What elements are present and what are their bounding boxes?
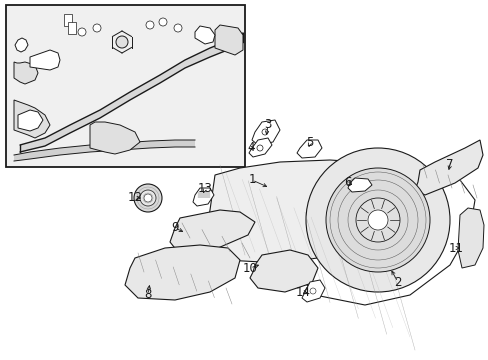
Circle shape bbox=[159, 18, 167, 26]
Text: 2: 2 bbox=[393, 275, 401, 288]
Polygon shape bbox=[414, 140, 482, 195]
Text: 6: 6 bbox=[344, 176, 351, 189]
Text: 13: 13 bbox=[197, 183, 212, 195]
Text: 1: 1 bbox=[248, 174, 255, 186]
Polygon shape bbox=[248, 138, 271, 157]
Text: 12: 12 bbox=[127, 192, 142, 204]
Polygon shape bbox=[15, 38, 28, 52]
Text: 4: 4 bbox=[247, 141, 254, 154]
Circle shape bbox=[309, 288, 315, 294]
Polygon shape bbox=[215, 25, 243, 55]
Circle shape bbox=[143, 194, 152, 202]
Circle shape bbox=[367, 210, 387, 230]
Text: 10: 10 bbox=[242, 261, 257, 274]
Text: 5: 5 bbox=[305, 136, 313, 149]
Circle shape bbox=[305, 148, 449, 292]
Polygon shape bbox=[296, 140, 321, 158]
Text: 11: 11 bbox=[447, 242, 463, 255]
Circle shape bbox=[355, 198, 399, 242]
Polygon shape bbox=[125, 245, 240, 300]
Circle shape bbox=[140, 190, 156, 206]
Circle shape bbox=[116, 36, 128, 48]
Polygon shape bbox=[302, 280, 325, 302]
Polygon shape bbox=[457, 208, 483, 268]
Circle shape bbox=[262, 129, 267, 135]
Polygon shape bbox=[193, 188, 214, 206]
Polygon shape bbox=[249, 250, 317, 292]
Polygon shape bbox=[90, 122, 140, 154]
Polygon shape bbox=[170, 210, 254, 252]
Polygon shape bbox=[14, 140, 195, 161]
Polygon shape bbox=[30, 50, 60, 70]
Circle shape bbox=[174, 24, 182, 32]
Circle shape bbox=[257, 145, 263, 151]
Polygon shape bbox=[204, 160, 414, 263]
Text: 14: 14 bbox=[295, 285, 310, 298]
Bar bbox=[6, 5, 244, 167]
Polygon shape bbox=[14, 62, 38, 84]
Polygon shape bbox=[18, 110, 43, 131]
Polygon shape bbox=[14, 100, 50, 138]
Text: 8: 8 bbox=[144, 288, 151, 301]
Circle shape bbox=[146, 21, 154, 29]
Text: 9: 9 bbox=[171, 221, 179, 234]
Bar bbox=[64, 14, 72, 26]
Circle shape bbox=[93, 24, 101, 32]
Circle shape bbox=[78, 28, 86, 36]
Circle shape bbox=[134, 184, 162, 212]
Polygon shape bbox=[347, 178, 371, 192]
Polygon shape bbox=[251, 120, 280, 145]
Polygon shape bbox=[195, 26, 215, 44]
Text: 3: 3 bbox=[264, 118, 271, 131]
Bar bbox=[68, 22, 76, 34]
Text: 7: 7 bbox=[446, 158, 453, 171]
Circle shape bbox=[325, 168, 429, 272]
Polygon shape bbox=[20, 33, 243, 152]
